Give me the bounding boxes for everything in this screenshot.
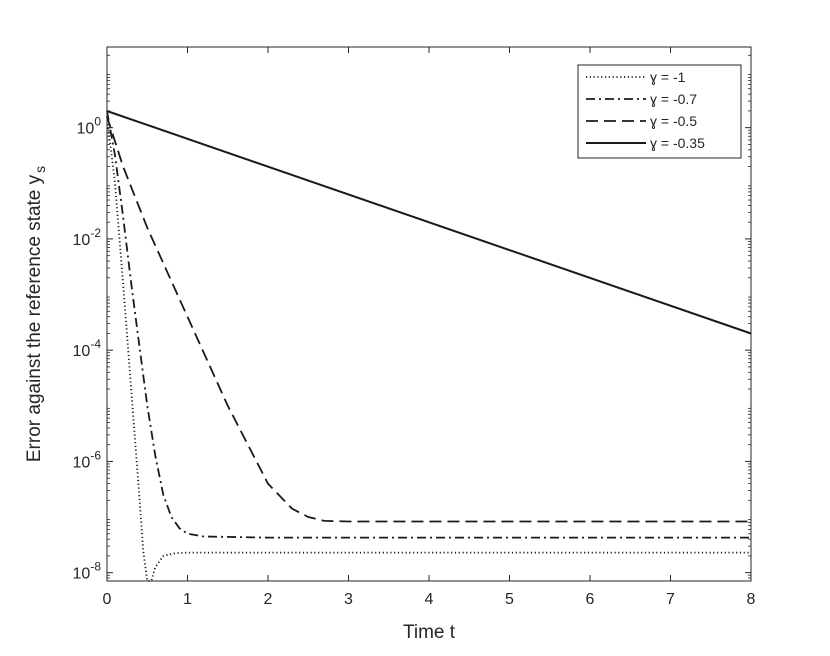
plot-frame <box>106 46 752 582</box>
x-tick-labels: 0 1 2 3 4 5 6 7 8 <box>103 591 756 608</box>
y-tick-label: 100 <box>77 115 102 138</box>
series-line-2 <box>106 110 751 539</box>
x-tick-label: 3 <box>344 591 353 608</box>
legend-label-3: ɣ = -0.5 <box>650 113 697 129</box>
y-tick-label: 10-6 <box>73 448 102 471</box>
x-tick-label: 5 <box>505 591 514 608</box>
series-lines <box>106 110 752 582</box>
legend-label-4: ɣ = -0.35 <box>650 135 705 151</box>
y-axis-title-subscript: s <box>32 166 48 173</box>
x-tick-label: 1 <box>183 591 192 608</box>
series-line-3 <box>106 116 751 523</box>
x-axis-title: Time t <box>403 622 456 643</box>
y-tick-label: 10-4 <box>73 337 102 360</box>
x-tick-label: 8 <box>747 591 756 608</box>
legend-label-1: ɣ = -1 <box>650 69 686 85</box>
y-axis-title: Error against the reference state ys <box>24 166 48 462</box>
x-tick-label: 4 <box>425 591 434 608</box>
x-tick-label: 0 <box>103 591 112 608</box>
y-axis-title-main: Error against the reference state y <box>24 174 45 462</box>
y-tick-labels: 10-8 10-6 10-4 10-2 100 <box>73 115 102 583</box>
x-tick-label: 2 <box>264 591 273 608</box>
x-tick-label: 6 <box>586 591 595 608</box>
series-line-4 <box>106 110 752 335</box>
series-line-1 <box>106 116 751 582</box>
legend-items: ɣ = -1 ɣ = -0.7 ɣ = -0.5 ɣ = -0.35 <box>586 69 705 151</box>
y-tick-label: 10-2 <box>73 226 102 249</box>
legend-label-2: ɣ = -0.7 <box>650 91 697 107</box>
x-tick-label: 7 <box>666 591 675 608</box>
legend: ɣ = -1 ɣ = -0.7 ɣ = -0.5 ɣ = -0.35 <box>577 64 742 159</box>
y-tick-label: 10-8 <box>73 560 102 583</box>
